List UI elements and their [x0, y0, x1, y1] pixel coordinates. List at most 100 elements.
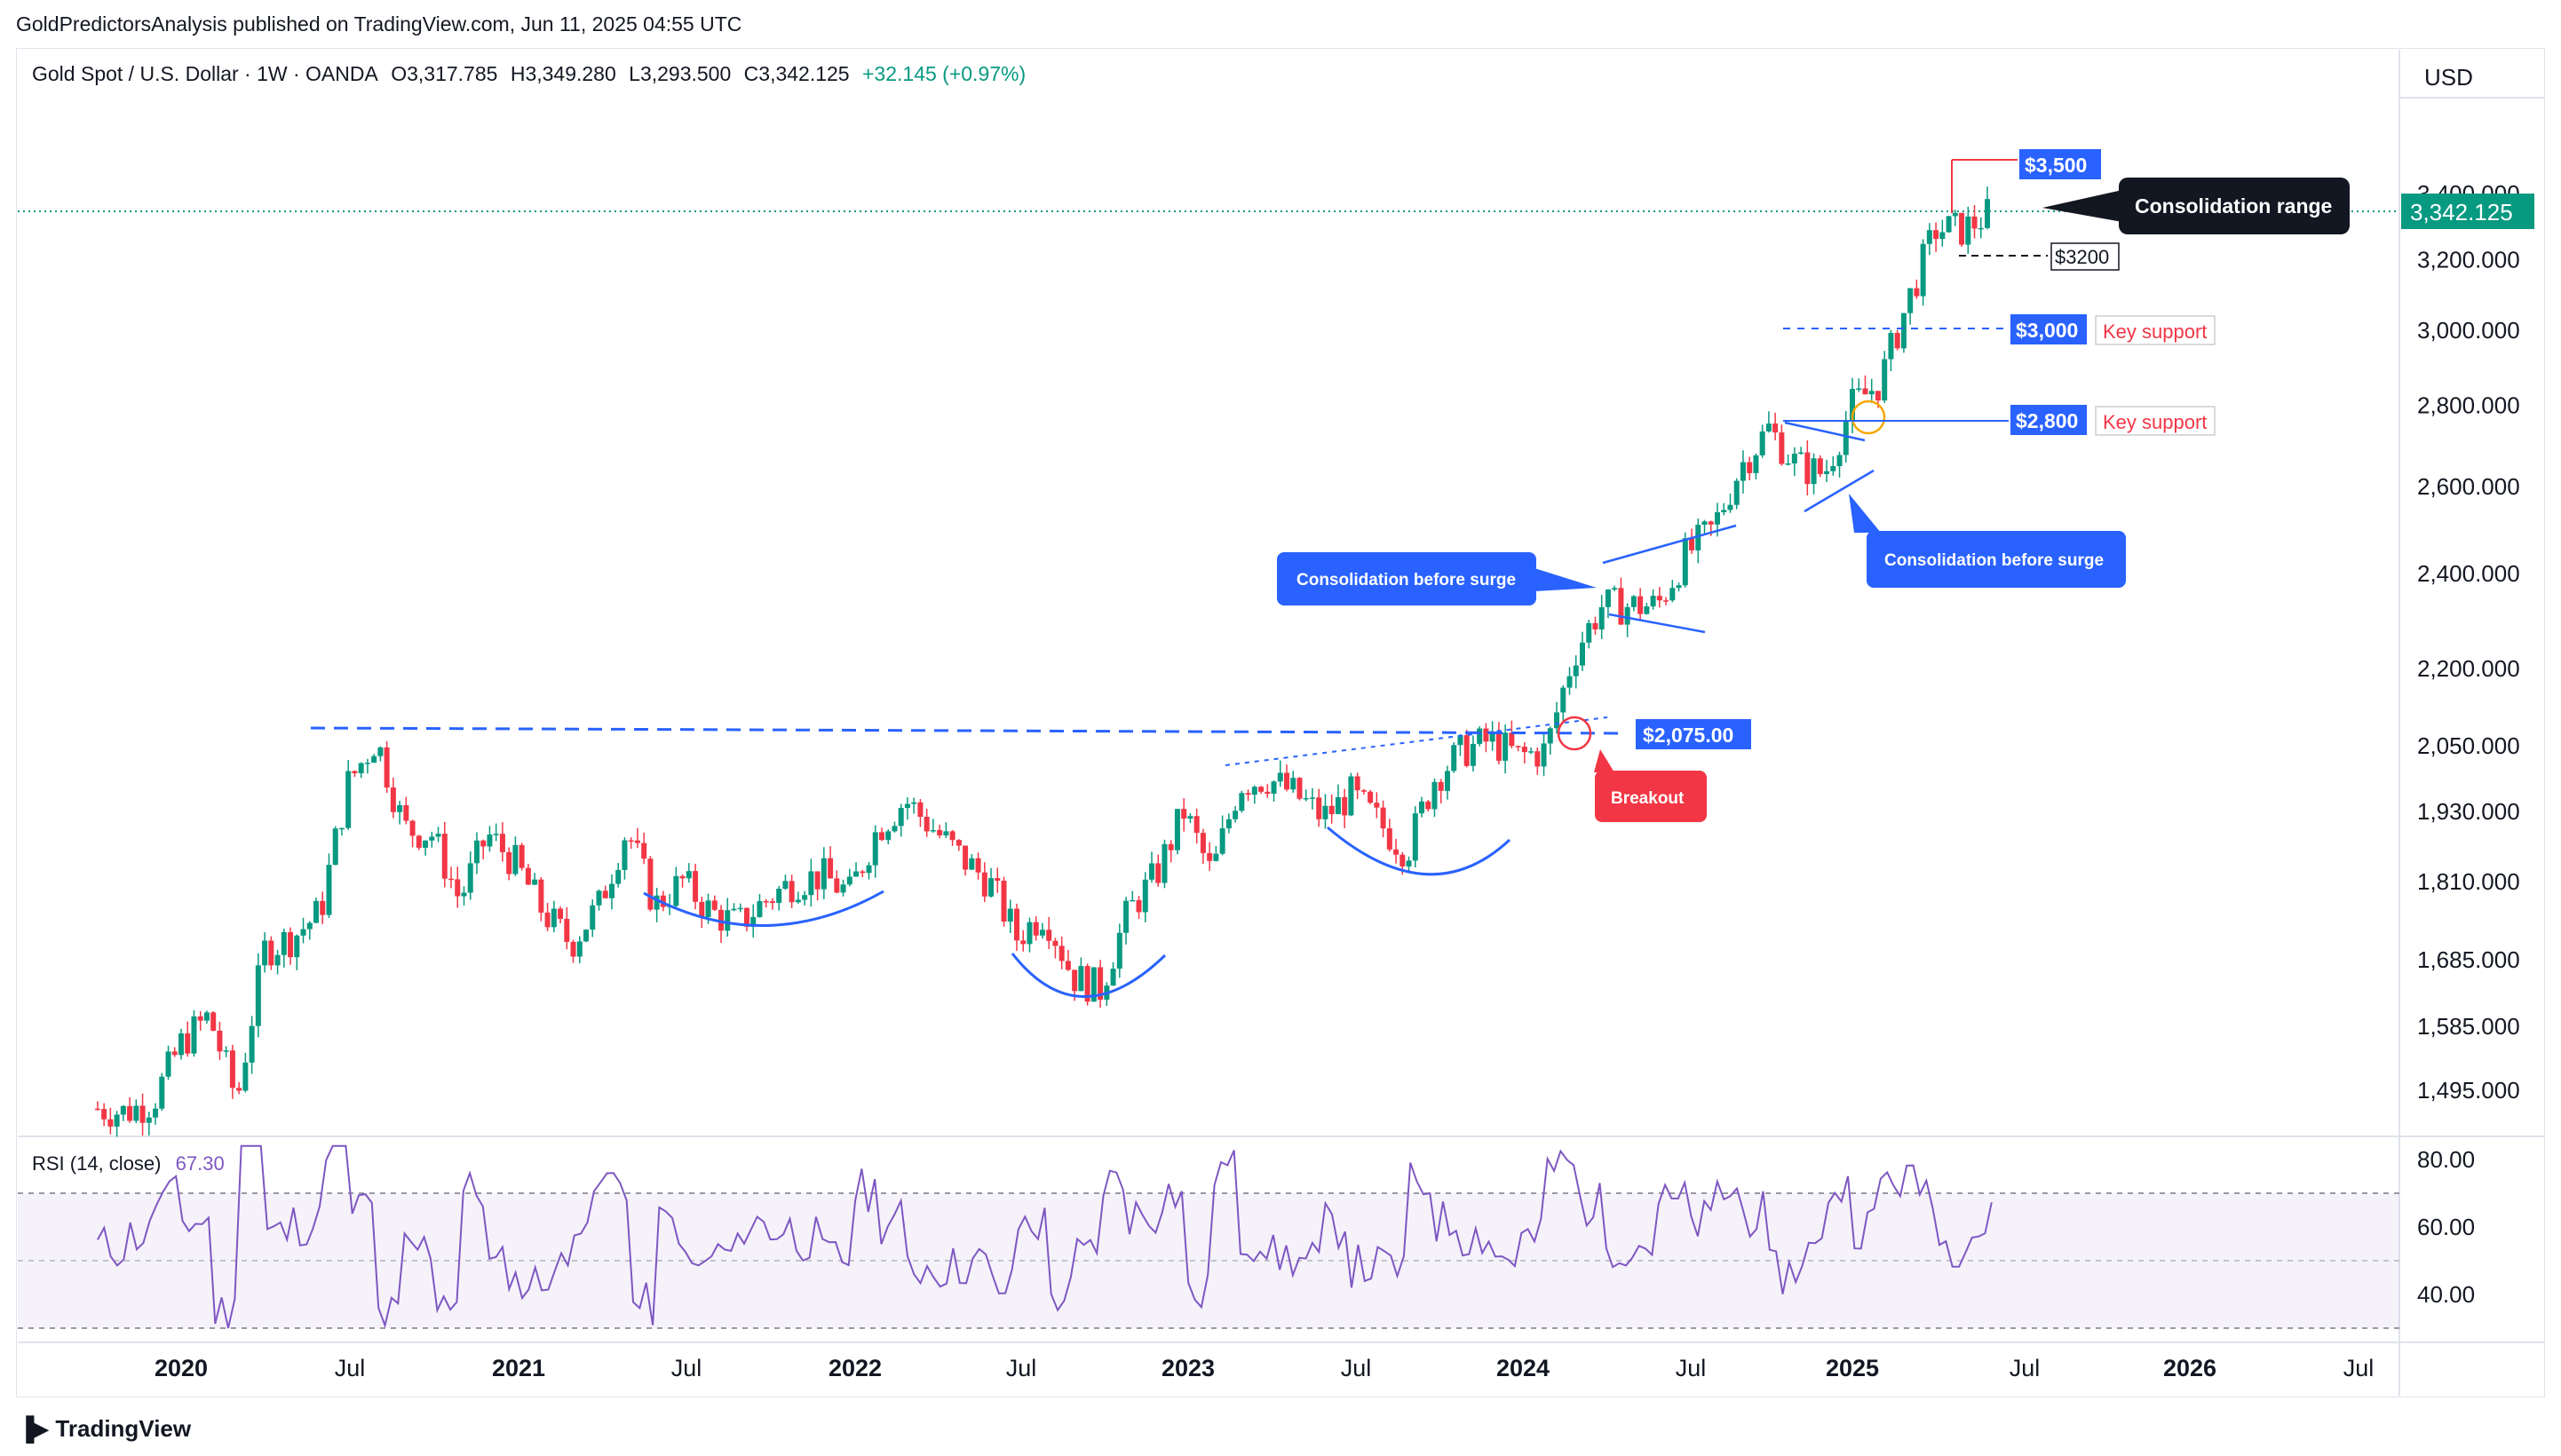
- price-tick-label: 2,200.000: [2417, 655, 2520, 682]
- flag1-upper: [1602, 524, 1737, 565]
- candle-body: [1503, 732, 1509, 761]
- ohlc-high: H3,349.280: [510, 62, 616, 85]
- candle-body: [320, 900, 326, 915]
- candle-body: [1039, 930, 1045, 936]
- level-3200-label: $3200: [2055, 246, 2109, 268]
- candle-body: [1033, 922, 1039, 936]
- candle-body: [898, 808, 904, 827]
- candle-body: [1676, 585, 1682, 589]
- candle-body: [326, 865, 332, 915]
- tradingview-brand[interactable]: ▐▶ TradingView: [18, 1415, 191, 1443]
- candle-body: [455, 879, 461, 897]
- candle-body: [1142, 879, 1148, 913]
- candle-body: [981, 872, 987, 897]
- candle-body: [165, 1051, 171, 1077]
- candle-body: [1592, 622, 1598, 629]
- candle-body: [1444, 771, 1450, 791]
- rounded-bottom-3: [1327, 826, 1511, 876]
- candle-body: [731, 908, 737, 911]
- candle-body: [1888, 332, 1894, 360]
- candle-body: [725, 910, 731, 931]
- candle-body: [1457, 735, 1463, 746]
- candle-body: [435, 834, 441, 837]
- candle-body: [647, 859, 654, 910]
- candle-body: [1843, 421, 1849, 455]
- candle-body: [1251, 787, 1257, 795]
- candle-body: [1605, 590, 1611, 607]
- candle-body: [255, 965, 261, 1026]
- candle-body: [911, 802, 917, 804]
- candle-body: [178, 1033, 184, 1056]
- candle-body: [1656, 596, 1662, 601]
- candle-body: [544, 912, 551, 928]
- candle-body: [1130, 899, 1136, 902]
- candle-body: [693, 871, 699, 902]
- rsi-tick-label: 40.00: [2417, 1281, 2475, 1308]
- key-support-2800-label: Key support: [2103, 411, 2207, 433]
- flag2-upper: [1784, 421, 1866, 442]
- candle-body: [1779, 432, 1785, 464]
- candle-body: [634, 840, 640, 843]
- candle-body: [872, 832, 878, 866]
- level-2075-badge: [1636, 719, 1751, 749]
- candle-body: [679, 875, 686, 879]
- ohlc-close: C3,342.125: [743, 62, 850, 85]
- level-2800-badge: [2010, 405, 2087, 435]
- rounded-bottom-2: [1011, 953, 1167, 998]
- candle-body: [1322, 805, 1328, 819]
- candle-body: [1900, 313, 1907, 349]
- price-tick-label: 2,400.000: [2417, 560, 2520, 587]
- candle-body: [1239, 793, 1245, 811]
- candle-body: [1451, 745, 1457, 772]
- candle-body: [1265, 791, 1271, 794]
- price-tick-label: 1,585.000: [2417, 1013, 2520, 1040]
- candle-body: [1701, 521, 1708, 526]
- candle-body: [660, 895, 666, 907]
- candle-body: [197, 1016, 203, 1021]
- candle-body: [409, 820, 416, 836]
- symbol-title[interactable]: Gold Spot / U.S. Dollar · 1W · OANDA: [32, 62, 378, 85]
- level-3500-badge: [2019, 149, 2101, 179]
- candle-body: [1817, 458, 1823, 474]
- candle-body: [821, 858, 827, 890]
- candle-body: [699, 901, 705, 917]
- candle-body: [1335, 796, 1341, 815]
- price-tick-label: 3,000.000: [2417, 317, 2520, 344]
- candle-body: [1663, 600, 1669, 602]
- candle-body: [377, 747, 384, 756]
- publisher-line: GoldPredictorsAnalysis published on Trad…: [16, 12, 742, 36]
- candle-body: [1296, 778, 1303, 799]
- candle-body: [210, 1012, 217, 1031]
- symbol-legend: Gold Spot / U.S. Dollar · 1W · OANDA O3,…: [32, 62, 1033, 86]
- candle-body: [1566, 676, 1573, 688]
- level-3200-box: [2050, 242, 2120, 271]
- currency-label[interactable]: USD: [2424, 64, 2473, 91]
- rsi-legend: RSI (14, close) 67.30: [32, 1152, 225, 1175]
- price-axis: 3,400.0003,200.0003,000.0002,800.0002,60…: [18, 180, 2534, 1104]
- candle-body: [1824, 471, 1830, 474]
- tradingview-logo-icon: ▐▶: [18, 1415, 49, 1442]
- callout-surge-1-label: Consolidation before surge: [1296, 571, 1516, 590]
- candle-body: [1483, 728, 1489, 742]
- ohlc-low: L3,293.500: [629, 62, 732, 85]
- candle-body: [840, 884, 846, 893]
- candle-body: [615, 869, 622, 884]
- candle-body: [262, 940, 268, 966]
- candle-body: [975, 858, 981, 873]
- candle-body: [641, 843, 647, 859]
- chart-frame: [16, 48, 2545, 1397]
- candle-body: [1116, 932, 1122, 969]
- time-tick-label: Jul: [1676, 1355, 1707, 1381]
- candle-body: [576, 941, 583, 957]
- rsi-line: [97, 1144, 1993, 1329]
- candle-body: [1470, 743, 1476, 766]
- level-3000-badge: [2010, 314, 2087, 344]
- candle-body: [763, 900, 769, 903]
- candle-body: [397, 804, 403, 812]
- candle-body: [423, 840, 429, 848]
- rsi-title[interactable]: RSI (14, close): [32, 1152, 162, 1175]
- candle-body: [506, 851, 512, 874]
- candle-body: [1971, 216, 1978, 229]
- candle-body: [1233, 811, 1239, 819]
